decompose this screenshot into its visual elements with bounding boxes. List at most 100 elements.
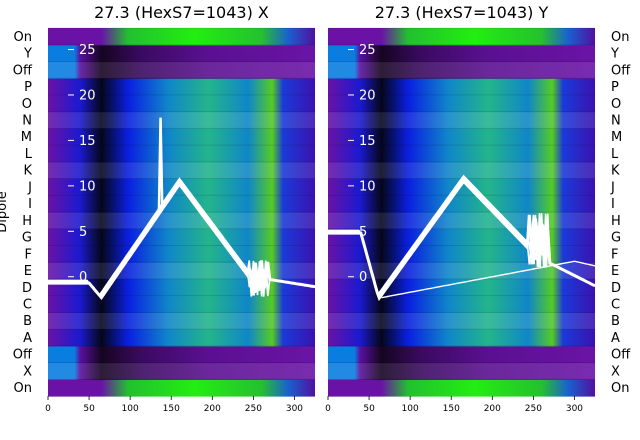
row-label: D [611,281,621,296]
chart-title: 27.3 (HexS7=1043) X [94,3,269,22]
row-label: K [23,164,32,179]
heatmap-row [328,44,595,63]
heatmap-row [48,61,315,79]
overlay-tick-label: 0 [359,270,367,285]
heatmap-row [328,128,595,146]
row-label: B [611,314,620,329]
row-label: On [14,30,32,45]
overlay-tick-label: 25 [359,43,376,58]
heatmap-row [48,195,315,213]
heatmap-row [328,94,595,113]
x-tick-label: 250 [245,404,262,414]
overlay-trace [48,177,316,297]
heatmap-row [328,28,595,46]
heatmap-row [48,312,315,330]
overlay-tick-label: 5 [359,225,367,240]
row-label: F [611,247,618,262]
row-label: X [23,364,32,379]
row-label: H [22,214,32,229]
row-label: E [24,264,32,279]
overlay-tick-label: 10 [359,179,376,194]
row-label: L [611,147,619,162]
row-label: I [611,197,615,212]
row-label: X [611,364,620,379]
row-label: On [611,381,629,396]
row-label: A [23,331,32,346]
row-label: E [611,264,619,279]
row-label: O [22,97,32,112]
heatmap-row [48,161,315,180]
chart-panel-2: 27.3 (HexS7=1043) YOnXOffABCDEFGHIJKLMNO… [325,3,631,414]
heatmap-row [328,329,595,347]
heatmap-row [328,61,595,79]
row-label: C [611,298,620,313]
row-label: L [25,147,33,162]
heatmap-row [48,28,315,46]
row-label: Off [13,348,33,363]
heatmap-row [48,379,315,397]
row-label: O [611,97,621,112]
heatmap-row [328,195,595,213]
row-label: F [25,247,32,262]
x-tick-label: 100 [402,404,419,414]
heatmap-row [328,145,595,163]
heatmap-row [328,78,595,96]
heatmap-row [48,329,315,347]
x-tick-label: 50 [363,404,375,414]
row-label: Off [611,348,631,363]
row-label: D [22,281,32,296]
heatmap-row [48,212,315,230]
heatmap-row [328,278,595,297]
row-label: Off [13,63,33,78]
x-tick-label: 150 [163,404,180,414]
row-label: A [611,331,620,346]
heatmap-row [48,78,315,96]
x-tick-label: 300 [566,404,583,414]
row-label: M [611,130,622,145]
row-label: B [23,314,32,329]
overlay-tick-label: 15 [359,134,376,149]
row-label: On [14,381,32,396]
x-tick-label: 150 [443,404,460,414]
heatmap-row [48,228,315,247]
heatmap-row [328,362,595,380]
overlay-tick-label: 25 [79,43,96,58]
x-tick-label: 200 [484,404,501,414]
overlay-trace [381,260,596,299]
row-label: Y [23,47,32,62]
overlay-tick-label: 0 [79,270,87,285]
heatmap-row [328,345,595,364]
x-tick-label: 200 [204,404,221,414]
overlay-trace [328,174,596,294]
heatmap-row [48,44,315,63]
row-label: C [23,298,32,313]
row-label: M [21,130,32,145]
x-tick-label: 50 [83,404,95,414]
row-label: G [611,231,621,246]
heatmap-row [328,178,595,196]
heatmap-row [48,94,315,113]
overlay-tick-label: 20 [79,88,96,103]
heatmap-row [328,161,595,180]
x-tick-label: 250 [525,404,542,414]
overlay-tick-label: 20 [359,88,376,103]
row-label: I [28,197,32,212]
heatmap-row [48,128,315,146]
x-tick-label: 0 [45,404,51,414]
heatmap-row [48,245,315,263]
overlay-trace [157,117,164,214]
row-label: J [27,180,32,195]
heatmap-row [328,212,595,230]
heatmap-row [328,312,595,330]
row-label: H [611,214,621,229]
row-label: J [610,180,615,195]
heatmap-row [328,295,595,313]
x-tick-label: 300 [286,404,303,414]
row-label: Y [610,47,619,62]
chart-panel-1: 27.3 (HexS7=1043) XOnXOffABCDEFGHIJKLMNO… [0,3,316,414]
heatmap-row [48,362,315,380]
row-label: Off [611,63,631,78]
overlay-tick-label: 10 [79,179,96,194]
heatmap-row [328,379,595,397]
